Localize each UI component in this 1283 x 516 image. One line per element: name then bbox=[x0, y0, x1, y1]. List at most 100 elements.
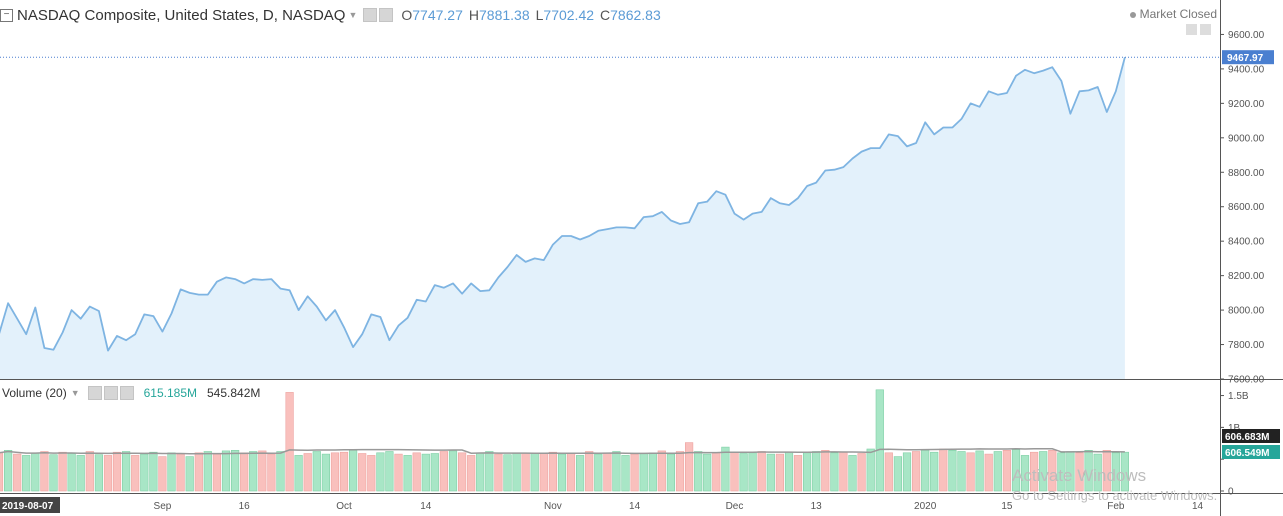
volume-bar bbox=[975, 450, 984, 492]
volume-bar bbox=[857, 453, 866, 492]
volume-bar bbox=[348, 449, 358, 492]
time-axis-label: 13 bbox=[811, 501, 823, 512]
volume-bar bbox=[276, 451, 285, 492]
volume-bar bbox=[203, 451, 212, 492]
settings-icon[interactable] bbox=[363, 8, 378, 22]
close-icon[interactable] bbox=[119, 386, 134, 400]
volume-bar bbox=[185, 456, 194, 492]
price-axis-label: 9200.00 bbox=[1228, 99, 1265, 110]
volume-bar bbox=[94, 454, 103, 492]
volume-bar bbox=[1084, 449, 1093, 492]
time-axis-label: 2020 bbox=[914, 501, 937, 512]
volume-bar bbox=[403, 455, 412, 492]
chevron-down-icon[interactable]: ▼ bbox=[70, 388, 80, 398]
volume-bar bbox=[911, 451, 921, 492]
volume-bar bbox=[167, 452, 176, 492]
volume-bar bbox=[757, 451, 766, 492]
volume-bar bbox=[993, 451, 1002, 492]
high-label: H bbox=[468, 7, 479, 23]
volume-bar bbox=[0, 452, 4, 492]
price-axis-label: 8200.00 bbox=[1228, 271, 1265, 282]
volume-value: 615.185M bbox=[143, 386, 197, 400]
volume-bar bbox=[512, 452, 521, 492]
settings-icon[interactable] bbox=[87, 386, 102, 400]
volume-bar bbox=[1020, 455, 1030, 492]
volume-axis-label: 0 bbox=[1228, 487, 1234, 498]
volume-bar bbox=[594, 453, 603, 492]
volume-bar bbox=[1048, 449, 1057, 492]
volume-bar bbox=[848, 455, 857, 492]
chevron-down-icon[interactable]: ▼ bbox=[348, 10, 358, 20]
price-axis-label: 7600.00 bbox=[1228, 375, 1265, 386]
volume-bar bbox=[1111, 452, 1120, 492]
volume-bar bbox=[775, 453, 784, 492]
volume-bar bbox=[902, 452, 912, 492]
volume-bar bbox=[212, 453, 222, 492]
volume-bar bbox=[621, 455, 630, 492]
volume-bar bbox=[530, 453, 539, 492]
time-axis-label: 15 bbox=[1001, 501, 1013, 512]
scroll-left-icon bbox=[1186, 24, 1197, 35]
time-axis-label: 14 bbox=[1192, 501, 1204, 512]
volume-bar bbox=[112, 451, 122, 492]
volume-bar bbox=[421, 453, 430, 492]
price-axis-label: 8600.00 bbox=[1228, 202, 1265, 213]
volume-bar bbox=[539, 452, 548, 492]
volume-header: Volume (20) ▼ 615.185M 545.842M bbox=[2, 386, 260, 400]
start-date-label: 2019-08-07 bbox=[2, 501, 54, 512]
settings-icon[interactable] bbox=[379, 8, 394, 22]
volume-bar bbox=[67, 453, 76, 492]
volume-bar bbox=[712, 452, 721, 492]
volume-bar bbox=[1057, 452, 1066, 492]
time-axis-label: Dec bbox=[726, 501, 744, 512]
volume-bar bbox=[612, 451, 621, 492]
time-axis-label: Sep bbox=[154, 501, 172, 512]
volume-ma-badge bbox=[1222, 429, 1280, 443]
watermark-line1: Activate Windows bbox=[1012, 466, 1147, 485]
price-line bbox=[0, 56, 1126, 352]
volume-bar bbox=[321, 453, 331, 492]
volume-bar bbox=[566, 453, 576, 492]
volume-bar bbox=[394, 453, 403, 492]
windows-watermark: Activate Windows Go to Settings to activ… bbox=[1012, 466, 1217, 503]
volume-bar bbox=[721, 446, 730, 492]
open-value: 7747.27 bbox=[412, 7, 463, 23]
volume-bar bbox=[131, 455, 140, 492]
volume-bar bbox=[730, 451, 739, 492]
volume-bar bbox=[367, 455, 376, 492]
volume-bar bbox=[467, 455, 476, 492]
settings-icon[interactable] bbox=[103, 386, 118, 400]
volume-bar bbox=[639, 453, 648, 492]
last-price-badge bbox=[1222, 50, 1274, 65]
volume-bar bbox=[675, 451, 685, 492]
volume-bar bbox=[231, 449, 240, 492]
open-label: O bbox=[401, 7, 413, 23]
price-axis-label: 9000.00 bbox=[1228, 133, 1265, 144]
volume-bar bbox=[40, 451, 49, 492]
time-axis-label: 16 bbox=[239, 501, 251, 512]
volume-bar bbox=[4, 449, 13, 492]
volume-title[interactable]: Volume (20) bbox=[2, 386, 67, 400]
time-axis-label: 14 bbox=[420, 501, 432, 512]
volume-bar bbox=[1030, 451, 1039, 492]
close-label: C bbox=[600, 7, 611, 23]
collapse-icon[interactable]: − bbox=[0, 8, 13, 22]
volume-bar bbox=[884, 452, 893, 492]
volume-bar bbox=[448, 450, 458, 492]
volume-bar bbox=[648, 452, 657, 492]
volume-bar bbox=[439, 451, 449, 492]
volume-bar bbox=[703, 453, 712, 492]
volume-bar bbox=[385, 451, 394, 492]
volume-bar bbox=[821, 449, 830, 492]
volume-bar bbox=[76, 455, 85, 492]
symbol-title[interactable]: NASDAQ Composite, United States, D, NASD… bbox=[17, 6, 346, 24]
volume-bar bbox=[303, 453, 312, 492]
volume-bar bbox=[1120, 451, 1129, 492]
volume-bar bbox=[158, 456, 167, 492]
high-value: 7881.38 bbox=[479, 7, 530, 23]
volume-bar bbox=[1039, 451, 1048, 492]
price-axis-label: 7800.00 bbox=[1228, 340, 1265, 351]
volume-ma-value: 545.842M bbox=[207, 386, 261, 400]
volume-bar bbox=[948, 449, 957, 492]
